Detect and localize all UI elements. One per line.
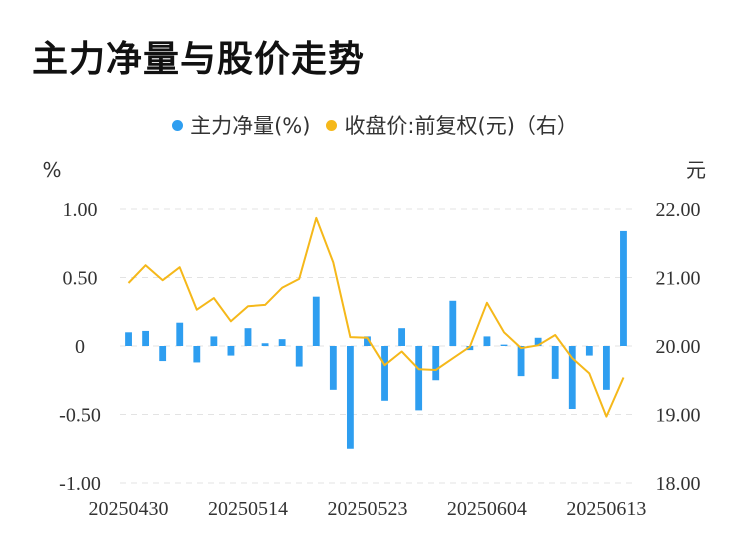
- net-flow-bar: [620, 230, 627, 346]
- x-axis-tick-label: 20250613: [566, 498, 646, 520]
- chart-title: 主力净量与股价走势: [32, 39, 366, 80]
- net-flow-bar: [227, 346, 235, 356]
- right-axis-tick-label: 22.00: [656, 199, 701, 221]
- x-axis-tick-label: 20250604: [447, 498, 527, 520]
- legend-marker-yellow-icon: [326, 119, 338, 131]
- net-flow-bar: [312, 296, 320, 346]
- net-flow-bar: [159, 346, 167, 362]
- x-axis-tick-label: 20250514: [208, 498, 288, 520]
- right-axis-tick-label: 20.00: [656, 336, 701, 358]
- legend-marker-blue-icon: [172, 119, 184, 131]
- net-flow-bar: [381, 346, 388, 401]
- chart-legend: 主力净量(%) 收盘价:前复权(元)（右）: [0, 110, 750, 140]
- left-axis-unit: %: [42, 158, 61, 182]
- legend-label-main-net: 主力净量(%): [190, 114, 311, 138]
- left-axis-tick-label: 0: [75, 336, 85, 358]
- net-flow-bar: [125, 332, 132, 346]
- net-flow-bar: [517, 346, 525, 377]
- net-flow-bar: [568, 346, 576, 410]
- net-flow-bar: [210, 336, 218, 346]
- right-axis-unit: 元: [686, 158, 706, 182]
- right-axis-tick-label: 19.00: [656, 405, 701, 427]
- net-flow-bar: [346, 346, 354, 449]
- net-flow-bar: [176, 322, 184, 346]
- net-flow-bar: [602, 346, 610, 390]
- net-flow-bar: [364, 336, 371, 346]
- net-flow-bar: [415, 346, 423, 411]
- net-flow-bar: [278, 339, 286, 346]
- legend-item-close-price[interactable]: 收盘价:前复权(元)（右）: [326, 110, 578, 140]
- left-axis-tick-label: 1.00: [63, 199, 98, 221]
- net-flow-bar: [449, 300, 457, 346]
- x-axis-tick-label: 20250430: [89, 498, 169, 520]
- net-flow-bar: [551, 346, 559, 379]
- net-flow-bar: [142, 330, 150, 346]
- left-axis-tick-label: 0.50: [63, 268, 98, 290]
- net-flow-bar: [295, 346, 303, 367]
- net-flow-bar: [329, 346, 337, 390]
- net-flow-bar: [398, 328, 406, 346]
- net-flow-bar: [244, 328, 252, 346]
- left-axis-tick-label: -0.50: [59, 405, 101, 427]
- net-flow-bar: [500, 344, 508, 346]
- legend-label-close-price: 收盘价:前复权(元)（右）: [344, 114, 578, 138]
- right-axis-tick-label: 21.00: [656, 268, 701, 290]
- close-price-line: [127, 216, 625, 418]
- net-flow-bar: [432, 346, 440, 381]
- x-axis-tick-label: 20250523: [327, 498, 407, 520]
- right-axis-tick-label: 18.00: [656, 473, 701, 495]
- net-flow-bar: [466, 346, 474, 351]
- net-flow-bar: [585, 346, 593, 356]
- legend-item-main-net[interactable]: 主力净量(%): [172, 110, 310, 140]
- net-flow-bar: [483, 336, 491, 346]
- net-flow-bar: [193, 346, 201, 363]
- net-flow-bar: [534, 337, 542, 346]
- net-flow-bar: [261, 343, 269, 346]
- left-axis-tick-label: -1.00: [59, 473, 101, 495]
